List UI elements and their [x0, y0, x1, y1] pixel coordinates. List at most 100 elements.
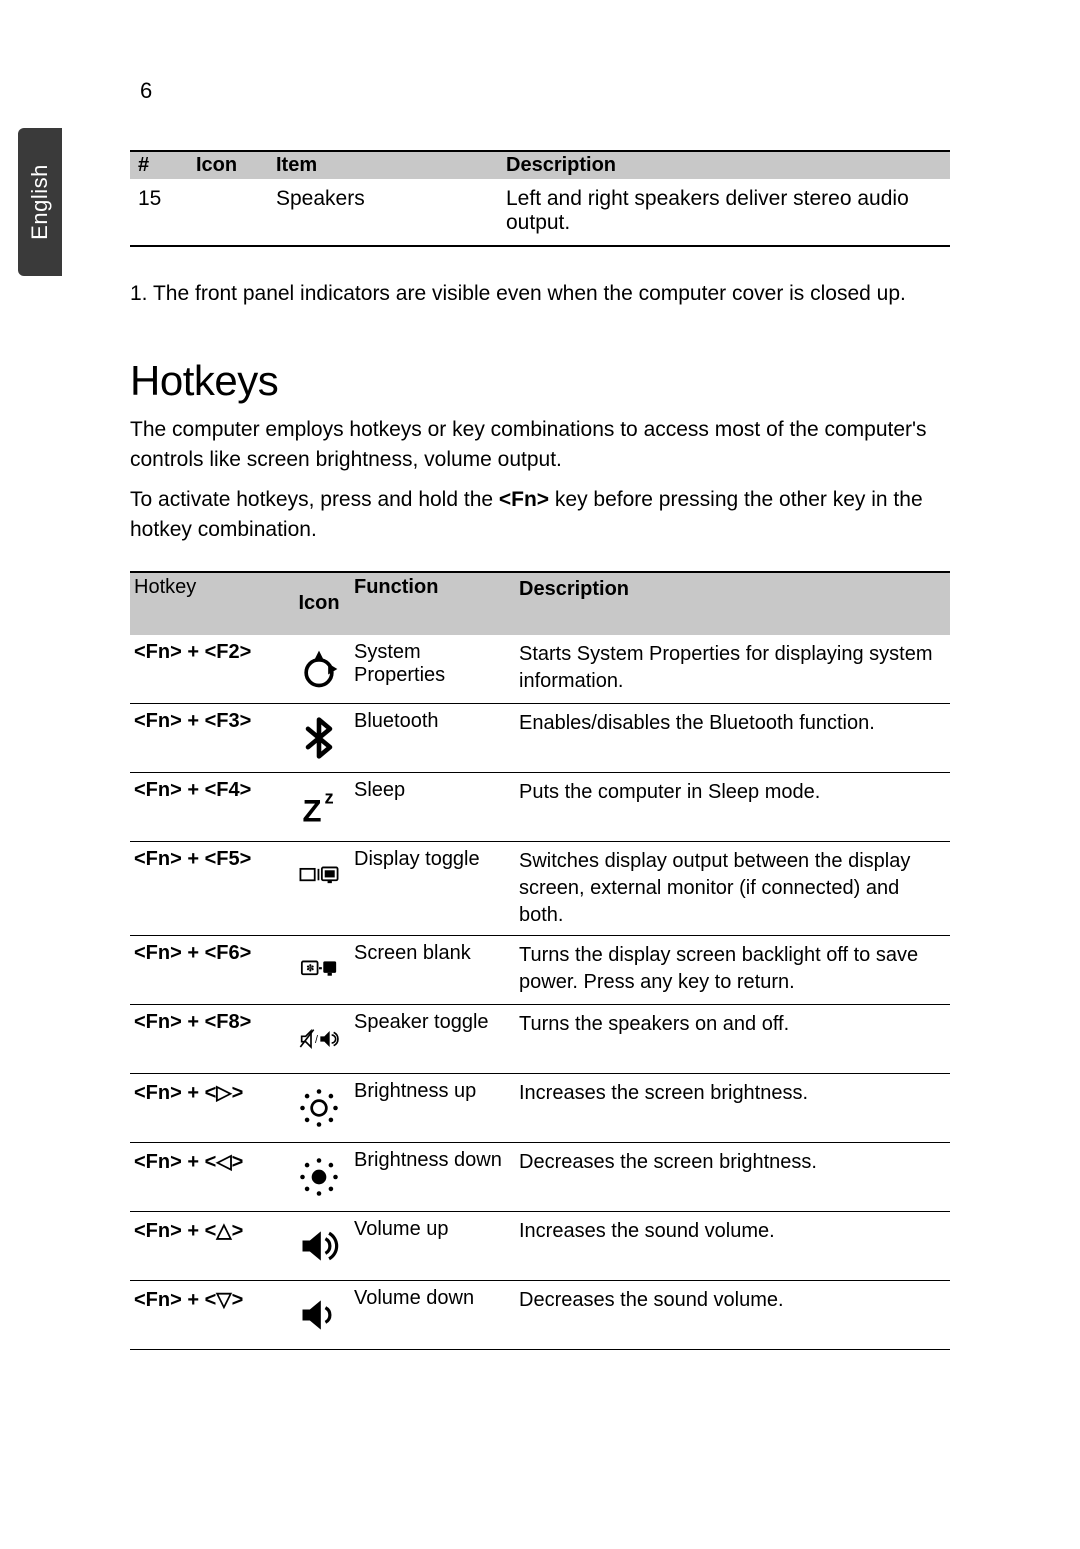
section-heading: Hotkeys: [130, 357, 950, 405]
table-row: <Fn> + <F4> Z z Sleep Puts the computer …: [130, 773, 950, 842]
function-cell: System Properties: [354, 641, 519, 687]
system-properties-icon: [297, 647, 341, 691]
hotkey-combo: <Fn> + <F3>: [134, 710, 251, 732]
hk-prefix: <Fn> + <: [134, 1289, 216, 1311]
svg-text:/: /: [315, 1034, 318, 1046]
col-header-item: Item: [276, 154, 506, 177]
table-row: 15 Speakers Left and right speakers deli…: [130, 179, 950, 247]
brightness-down-icon: [297, 1155, 341, 1199]
instruction-paragraph: To activate hotkeys, press and hold the …: [130, 485, 950, 545]
page-content: # Icon Item Description 15 Speakers Left…: [130, 150, 950, 1350]
function-cell: Volume up: [354, 1218, 519, 1241]
left-triangle-icon: ◁: [216, 1151, 231, 1173]
hk-prefix: <Fn> + <: [134, 1082, 216, 1104]
cell-num: 15: [138, 187, 196, 235]
components-table: # Icon Item Description 15 Speakers Left…: [130, 150, 950, 247]
volume-down-icon: [297, 1293, 341, 1337]
desc-cell: Decreases the screen brightness.: [519, 1149, 946, 1176]
right-triangle-icon: ▷: [216, 1082, 231, 1104]
hotkey-combo: <Fn> + <F8>: [134, 1011, 251, 1033]
table-header-row: # Icon Item Description: [130, 150, 950, 179]
icon-cell: ✽: [284, 942, 354, 998]
function-cell: Speaker toggle: [354, 1011, 519, 1034]
screen-blank-icon: ✽: [299, 954, 339, 986]
down-triangle-icon: ▽: [216, 1289, 231, 1311]
col-header-icon: Icon: [196, 154, 276, 177]
icon-cell: [284, 641, 354, 697]
desc-cell: Decreases the sound volume.: [519, 1287, 946, 1314]
col-header-desc: Description: [519, 576, 946, 632]
function-cell: Bluetooth: [354, 710, 519, 733]
table-header-row: Hotkey Icon Function Description: [130, 571, 950, 635]
hk-prefix: <Fn> + <: [134, 1220, 216, 1242]
language-tab: English: [18, 128, 62, 276]
desc-cell: Enables/disables the Bluetooth function.: [519, 710, 946, 737]
language-tab-label: English: [27, 164, 53, 240]
icon-cell: [284, 1287, 354, 1343]
hotkey-cell: <Fn> + <▽>: [134, 1287, 284, 1312]
hotkey-combo: <Fn> + <F4>: [134, 779, 251, 801]
sleep-icon: Z z: [297, 785, 341, 829]
hotkey-combo: <Fn> + <F2>: [134, 641, 251, 663]
function-cell: Display toggle: [354, 848, 519, 871]
hk-suffix: >: [232, 1220, 244, 1242]
desc-cell: Increases the screen brightness.: [519, 1080, 946, 1107]
footnote: 1. The front panel indicators are visibl…: [130, 279, 950, 309]
hotkey-cell: <Fn> + <F3>: [134, 710, 284, 733]
hotkey-combo: <Fn> + <△>: [134, 1220, 243, 1242]
function-cell: Sleep: [354, 779, 519, 802]
cell-desc: Left and right speakers deliver stereo a…: [506, 187, 942, 235]
hotkey-cell: <Fn> + <F6>: [134, 942, 284, 965]
table-row: <Fn> + <F6> ✽ Screen blank Turns the dis…: [130, 936, 950, 1005]
col-header-desc: Description: [506, 154, 942, 177]
hotkeys-table: Hotkey Icon Function Description <Fn> + …: [130, 571, 950, 1350]
col-header-hotkey: Hotkey: [134, 576, 284, 632]
manual-page: 6 English # Icon Item Description 15 Spe…: [0, 0, 1080, 1549]
hk-suffix: >: [232, 1082, 244, 1104]
hk-suffix: >: [232, 1289, 244, 1311]
table-row: <Fn> + <▷> Brightness up Increases the s…: [130, 1074, 950, 1143]
table-row: <Fn> + <▽> Volume down Decreases the sou…: [130, 1281, 950, 1350]
intro-paragraph: The computer employs hotkeys or key comb…: [130, 415, 950, 475]
instruction-text-a: To activate hotkeys, press and hold the: [130, 488, 499, 511]
function-cell: Screen blank: [354, 942, 519, 965]
icon-cell: [284, 1080, 354, 1136]
table-row: <Fn> + <F8> / Speaker toggle Turns the s…: [130, 1005, 950, 1074]
desc-cell: Switches display output between the disp…: [519, 848, 946, 929]
table-row: <Fn> + <◁> Brightness down Decreases the…: [130, 1143, 950, 1212]
page-number: 6: [140, 78, 152, 104]
brightness-up-icon: [297, 1086, 341, 1130]
icon-cell: [284, 848, 354, 904]
hotkey-cell: <Fn> + <▷>: [134, 1080, 284, 1105]
function-cell: Brightness down: [354, 1149, 519, 1172]
desc-cell: Starts System Properties for displaying …: [519, 641, 946, 695]
speaker-toggle-icon: /: [299, 1023, 339, 1055]
hk-prefix: <Fn> + <: [134, 1151, 216, 1173]
fn-key-bold: <Fn>: [499, 488, 549, 511]
table-row: <Fn> + <△> Volume up Increases the sound…: [130, 1212, 950, 1281]
svg-text:z: z: [325, 786, 334, 807]
function-cell: Brightness up: [354, 1080, 519, 1103]
icon-cell: [284, 710, 354, 766]
table-row: <Fn> + <F5> Display toggle Switches disp…: [130, 842, 950, 936]
up-triangle-icon: △: [216, 1220, 231, 1242]
hotkey-combo: <Fn> + <F5>: [134, 848, 251, 870]
hotkey-cell: <Fn> + <F2>: [134, 641, 284, 664]
desc-cell: Puts the computer in Sleep mode.: [519, 779, 946, 806]
desc-cell: Turns the speakers on and off.: [519, 1011, 946, 1038]
hotkey-combo: <Fn> + <▽>: [134, 1289, 243, 1311]
cell-icon: [196, 187, 276, 235]
hotkey-cell: <Fn> + <F8>: [134, 1011, 284, 1034]
volume-up-icon: [297, 1224, 341, 1268]
icon-cell: [284, 1149, 354, 1205]
table-row: <Fn> + <F3> Bluetooth Enables/disables t…: [130, 704, 950, 773]
function-cell: Volume down: [354, 1287, 519, 1310]
col-header-icon: Icon: [284, 576, 354, 632]
hotkey-combo: <Fn> + <▷>: [134, 1082, 243, 1104]
desc-cell: Turns the display screen backlight off t…: [519, 942, 946, 996]
svg-text:Z: Z: [303, 793, 322, 828]
hotkey-combo: <Fn> + <◁>: [134, 1151, 243, 1173]
svg-text:✽: ✽: [306, 963, 314, 974]
desc-cell: Increases the sound volume.: [519, 1218, 946, 1245]
display-toggle-icon: [299, 860, 339, 892]
